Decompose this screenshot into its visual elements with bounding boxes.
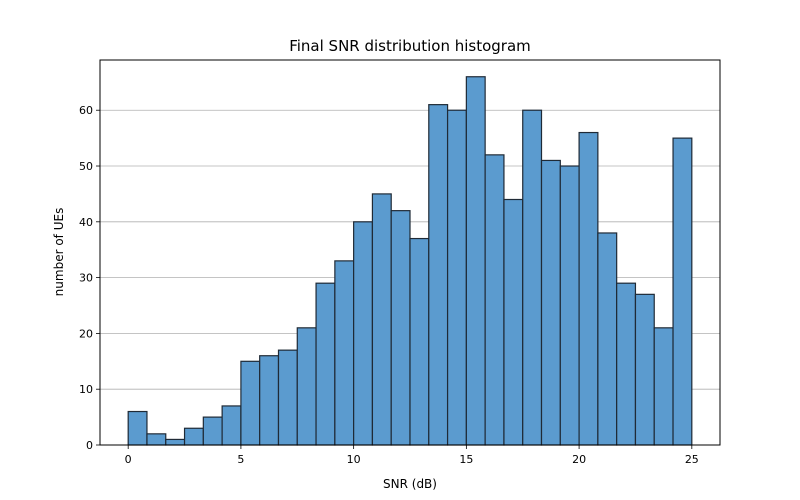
x-tick-label: 20 xyxy=(572,453,586,466)
y-tick-label: 30 xyxy=(79,272,93,285)
histogram-bar xyxy=(409,237,430,446)
histogram-bar xyxy=(446,109,467,446)
x-tick-label: 0 xyxy=(125,453,132,466)
y-tick-label: 20 xyxy=(79,327,93,340)
y-tick-label: 0 xyxy=(86,439,93,452)
y-axis-label: number of UEs xyxy=(52,208,66,297)
histogram-bar xyxy=(540,159,561,446)
x-tick-label: 5 xyxy=(237,453,244,466)
histogram-bar xyxy=(465,76,486,446)
histogram-bar xyxy=(578,131,599,446)
x-tick-label: 10 xyxy=(347,453,361,466)
histogram-bar xyxy=(165,438,186,446)
histogram-bar xyxy=(296,327,317,446)
histogram-bar xyxy=(221,405,242,446)
x-tick-label: 15 xyxy=(459,453,473,466)
histogram-bar xyxy=(597,232,618,446)
histogram-bar xyxy=(653,327,674,446)
histogram-bar xyxy=(259,355,280,446)
histogram-bar xyxy=(146,433,167,446)
y-tick-label: 60 xyxy=(79,104,93,117)
histogram-bar xyxy=(334,260,355,446)
histogram-bar xyxy=(371,193,392,446)
histogram-bar xyxy=(484,154,505,446)
histogram-bar xyxy=(634,293,655,446)
histogram-bar xyxy=(522,109,543,446)
histogram-bar xyxy=(503,198,524,446)
histogram-bar xyxy=(183,427,204,446)
histogram-bar xyxy=(277,349,298,446)
y-axis-ticks: 0 10 20 30 40 50 60 xyxy=(79,104,100,452)
y-tick-label: 10 xyxy=(79,383,93,396)
y-tick-label: 50 xyxy=(79,160,93,173)
x-tick-label: 25 xyxy=(685,453,699,466)
histogram-bar xyxy=(616,282,637,446)
histogram-bar xyxy=(390,210,411,446)
histogram-bar xyxy=(202,416,223,446)
histogram-bar xyxy=(240,360,261,446)
plot-frame xyxy=(99,59,721,446)
histogram-bar xyxy=(127,410,148,446)
histogram-bar xyxy=(672,137,693,446)
x-axis-ticks: 0 5 10 15 20 25 xyxy=(125,445,699,466)
histogram-bars xyxy=(127,76,693,446)
histogram-bar xyxy=(559,165,580,446)
histogram-bar xyxy=(428,104,449,446)
y-tick-label: 40 xyxy=(79,216,93,229)
histogram-bar xyxy=(353,221,374,446)
x-axis-label: SNR (dB) xyxy=(383,477,437,491)
histogram-bar xyxy=(315,282,336,446)
chart-title: Final SNR distribution histogram xyxy=(289,37,531,55)
